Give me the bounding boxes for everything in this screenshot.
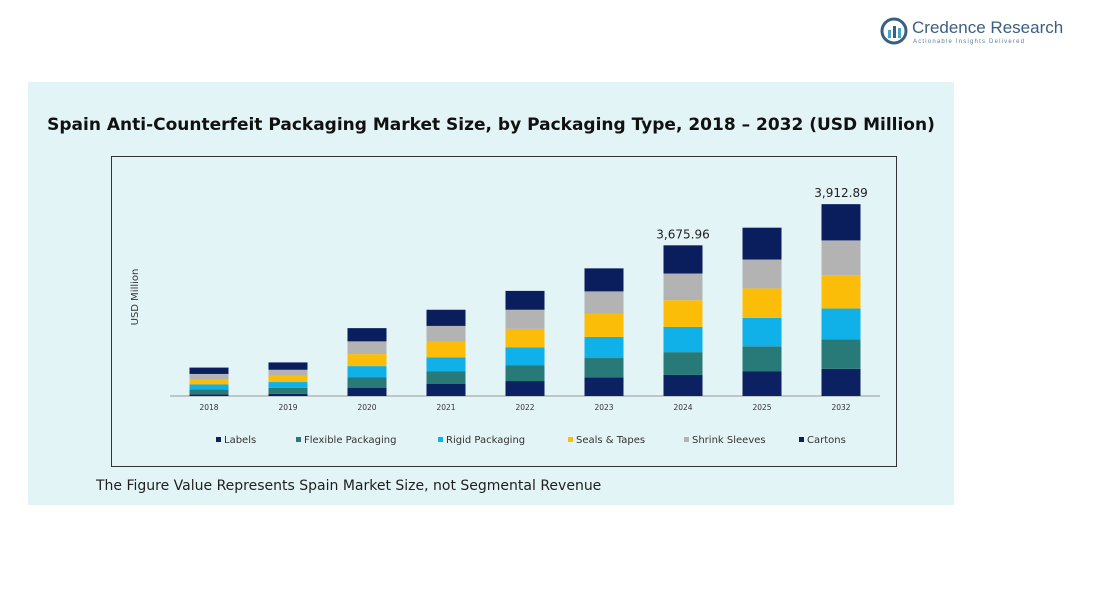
bar-seals-tapes-2023 xyxy=(584,313,624,337)
y-axis-label: USD Million xyxy=(130,269,141,326)
bar-shrink-sleeves-2024 xyxy=(663,273,703,301)
legend-swatch-labels xyxy=(216,437,221,442)
legend-swatch-cartons xyxy=(799,437,804,442)
bar-rigid-packaging-2021 xyxy=(426,357,466,372)
bar-labels-2032 xyxy=(821,368,861,396)
brand-tagline: Actionable Insights Delivered xyxy=(913,39,1026,45)
stacked-bar-chart: USD Million 2018 2019 2020 2021 2022 2023 2024 2… xyxy=(130,186,880,446)
bar-cartons-2024 xyxy=(663,245,703,274)
bar-cartons-2020 xyxy=(347,328,387,342)
bar-rigid-packaging-2032 xyxy=(821,308,861,340)
legend-label-shrink-sleeves: Shrink Sleeves xyxy=(692,435,766,446)
bar-cartons-2032 xyxy=(821,204,861,241)
x-tick-label-2032: 2032 xyxy=(831,403,850,412)
chart-frame: USD Million 2018 2019 2020 2021 2022 2023 2024 2… xyxy=(111,156,897,467)
bar-seals-tapes-2022 xyxy=(505,328,545,348)
bar-flexible-packaging-2022 xyxy=(505,365,545,382)
bar-labels-2023 xyxy=(584,377,624,396)
bar-flexible-packaging-2032 xyxy=(821,339,861,369)
bar-flexible-packaging-2025 xyxy=(742,346,782,372)
bar-cartons-2019 xyxy=(268,362,308,370)
x-tick-label-2018: 2018 xyxy=(199,403,218,412)
bar-seals-tapes-2024 xyxy=(663,300,703,327)
bar-shrink-sleeves-2018 xyxy=(189,373,229,380)
x-tick-label-2022: 2022 xyxy=(515,403,534,412)
bar-rigid-packaging-2020 xyxy=(347,366,387,378)
bar-flexible-packaging-2021 xyxy=(426,371,466,384)
x-tick-label-2023: 2023 xyxy=(594,403,613,412)
bar-flexible-packaging-2019 xyxy=(268,387,308,394)
legend-label-labels: Labels xyxy=(224,435,256,446)
legend-label-seals-tapes: Seals & Tapes xyxy=(576,435,645,446)
bar-shrink-sleeves-2021 xyxy=(426,325,466,342)
legend-label-flexible-packaging: Flexible Packaging xyxy=(304,435,396,446)
bar-shrink-sleeves-2023 xyxy=(584,291,624,314)
legend-swatch-rigid-packaging xyxy=(438,437,443,442)
bar-labels-2021 xyxy=(426,383,466,396)
bar-seals-tapes-2021 xyxy=(426,341,466,358)
bar-shrink-sleeves-2025 xyxy=(742,259,782,289)
bar-cartons-2022 xyxy=(505,290,545,310)
x-tick-label-2020: 2020 xyxy=(357,403,376,412)
bar-cartons-2021 xyxy=(426,309,466,326)
bar-rigid-packaging-2018 xyxy=(189,384,229,390)
data-label-2032: 3,912.89 xyxy=(814,186,867,200)
data-label-2024: 3,675.96 xyxy=(656,227,709,241)
bar-rigid-packaging-2025 xyxy=(742,317,782,347)
bar-labels-2018 xyxy=(189,394,229,396)
brand-logo: Credence Research Actionable Insights De… xyxy=(880,16,1080,50)
bar-labels-2019 xyxy=(268,393,308,396)
bar-seals-tapes-2018 xyxy=(189,379,229,385)
bar-rigid-packaging-2024 xyxy=(663,326,703,353)
brand-name: Credence Research xyxy=(912,18,1064,37)
bar-seals-tapes-2025 xyxy=(742,288,782,318)
chart-title: Spain Anti-Counterfeit Packaging Market … xyxy=(47,115,935,135)
legend-swatch-flexible-packaging xyxy=(296,437,301,442)
figure-footnote: The Figure Value Represents Spain Market… xyxy=(96,478,602,494)
bar-seals-tapes-2032 xyxy=(821,275,861,309)
bar-rigid-packaging-2023 xyxy=(584,336,624,359)
x-tick-label-2024: 2024 xyxy=(673,403,692,412)
bar-labels-2022 xyxy=(505,381,545,396)
bar-seals-tapes-2020 xyxy=(347,354,387,367)
legend-label-cartons: Cartons xyxy=(807,435,846,446)
bar-shrink-sleeves-2032 xyxy=(821,240,861,276)
bar-shrink-sleeves-2020 xyxy=(347,341,387,355)
bar-rigid-packaging-2019 xyxy=(268,382,308,388)
x-tick-label-2019: 2019 xyxy=(278,403,297,412)
bar-flexible-packaging-2023 xyxy=(584,358,624,378)
credence-logo-icon xyxy=(880,17,908,45)
bar-flexible-packaging-2018 xyxy=(189,389,229,395)
legend-swatch-seals-tapes xyxy=(568,437,573,442)
legend-label-rigid-packaging: Rigid Packaging xyxy=(446,435,525,446)
chart-panel xyxy=(28,82,954,505)
bar-seals-tapes-2019 xyxy=(268,375,308,383)
bar-labels-2024 xyxy=(663,374,703,396)
bar-cartons-2018 xyxy=(189,367,229,374)
bar-labels-2025 xyxy=(742,371,782,396)
x-tick-label-2021: 2021 xyxy=(436,403,455,412)
bar-rigid-packaging-2022 xyxy=(505,347,545,366)
bar-shrink-sleeves-2022 xyxy=(505,309,545,329)
bar-flexible-packaging-2020 xyxy=(347,377,387,388)
bar-shrink-sleeves-2019 xyxy=(268,369,308,376)
x-tick-label-2025: 2025 xyxy=(752,403,771,412)
bar-labels-2020 xyxy=(347,387,387,396)
bar-flexible-packaging-2024 xyxy=(663,352,703,375)
bar-cartons-2023 xyxy=(584,268,624,292)
legend-swatch-shrink-sleeves xyxy=(684,437,689,442)
bar-cartons-2025 xyxy=(742,227,782,260)
